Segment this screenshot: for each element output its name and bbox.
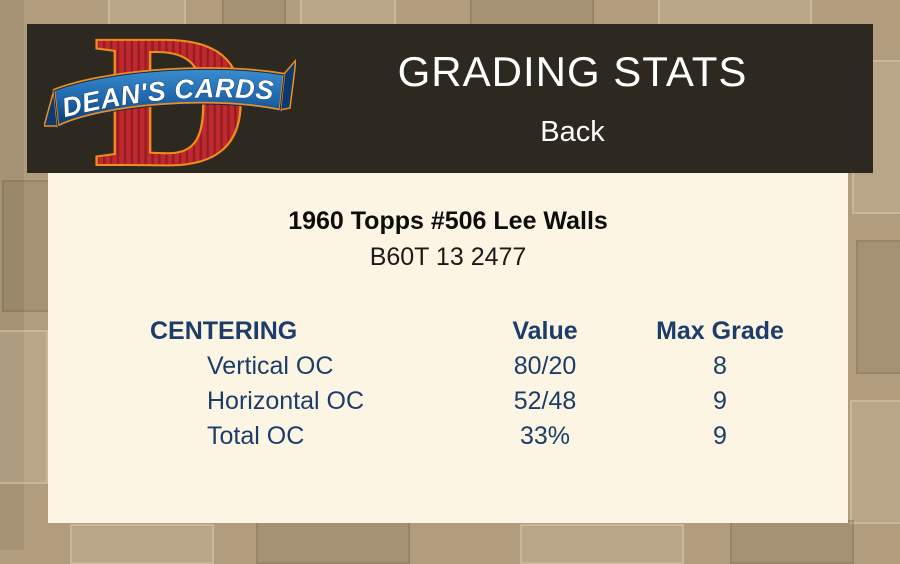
row-max-grade: 9 bbox=[713, 387, 727, 415]
background-card bbox=[222, 0, 286, 26]
content-panel bbox=[48, 173, 848, 523]
background-card bbox=[520, 524, 684, 564]
background-card bbox=[0, 330, 48, 484]
row-label: Total OC bbox=[207, 422, 305, 450]
page-title: GRADING STATS bbox=[397, 48, 748, 95]
card-serial-number: B60T 13 2477 bbox=[369, 243, 527, 271]
row-max-grade: 9 bbox=[713, 422, 727, 450]
row-label: Vertical OC bbox=[207, 352, 334, 380]
background-card bbox=[108, 0, 186, 26]
page-subtitle: Back bbox=[540, 116, 605, 148]
card-name: 1960 Topps #506 Lee Walls bbox=[288, 207, 608, 235]
table-row-horizontal-oc: Horizontal OC 52/48 9 bbox=[150, 384, 800, 419]
background-card bbox=[850, 400, 900, 524]
column-header-max-grade: Max Grade bbox=[656, 317, 784, 345]
grading-stats-table: CENTERING Value Max Grade Vertical OC 80… bbox=[150, 314, 800, 454]
background-card bbox=[300, 0, 396, 26]
row-max-grade: 8 bbox=[713, 352, 727, 380]
background-card bbox=[2, 180, 50, 312]
background-card bbox=[70, 524, 214, 564]
background-card bbox=[470, 0, 594, 26]
background-shade-strip bbox=[0, 0, 24, 550]
background-card bbox=[658, 0, 812, 27]
row-value: 33% bbox=[519, 422, 571, 450]
table-row-vertical-oc: Vertical OC 80/20 8 bbox=[150, 349, 800, 384]
background-card bbox=[856, 240, 900, 374]
table-header-row: CENTERING Value Max Grade bbox=[150, 314, 800, 349]
row-label: Horizontal OC bbox=[207, 387, 364, 415]
deans-cards-logo[interactable]: D DEAN'S CARDS bbox=[44, 34, 296, 174]
table-row-total-oc: Total OC 33% 9 bbox=[150, 419, 800, 454]
row-value: 52/48 bbox=[513, 387, 577, 415]
row-value: 80/20 bbox=[513, 352, 577, 380]
column-header-value: Value bbox=[512, 317, 578, 345]
column-header-centering: CENTERING bbox=[150, 317, 298, 345]
background-card bbox=[256, 520, 410, 564]
background-card bbox=[730, 520, 854, 564]
